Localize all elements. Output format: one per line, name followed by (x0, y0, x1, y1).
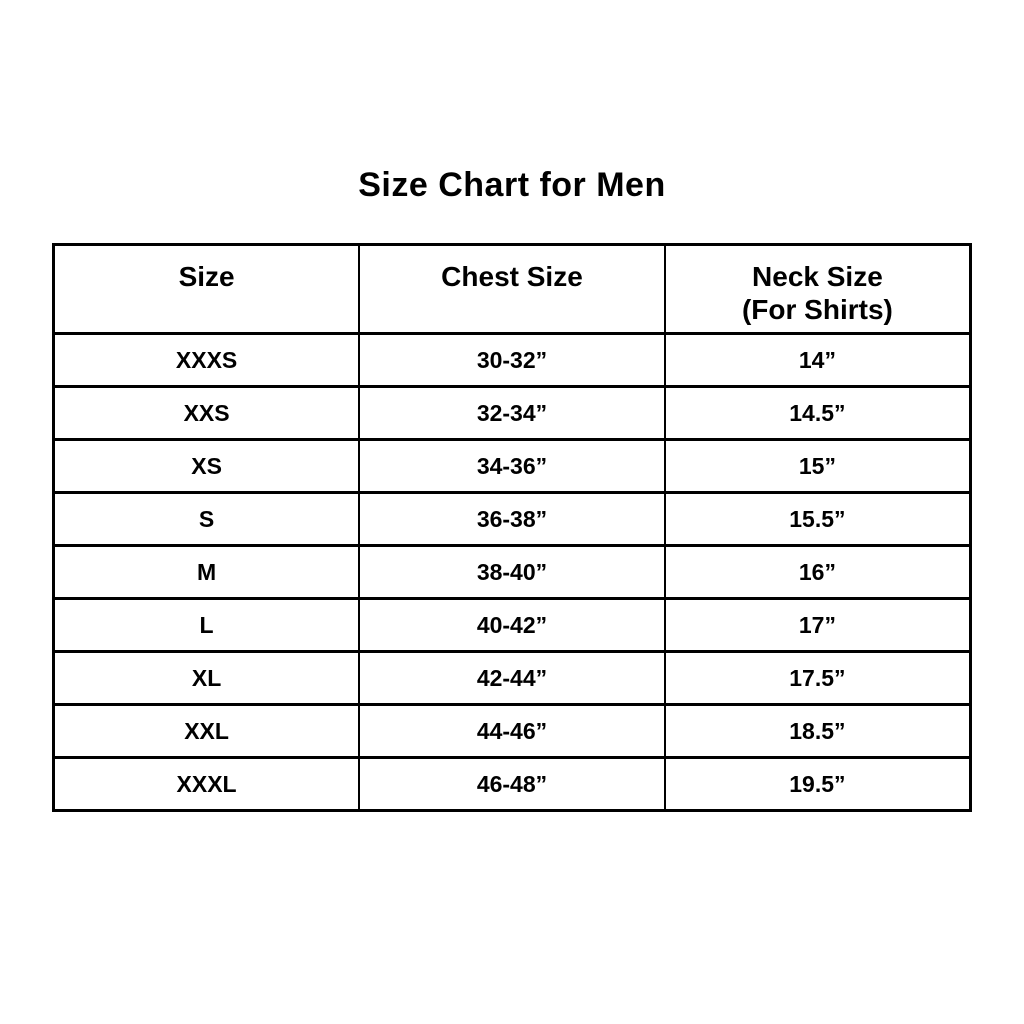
cell-size: XL (52, 650, 361, 706)
cell-chest: 32-34” (358, 385, 666, 441)
cell-neck: 18.5” (663, 703, 972, 759)
cell-neck: 16” (663, 544, 972, 600)
cell-chest: 36-38” (358, 491, 666, 547)
header-neck-size: Neck Size (For Shirts) (663, 243, 972, 335)
table-row: XXL 44-46” 18.5” (52, 703, 972, 759)
cell-chest: 30-32” (358, 332, 666, 388)
cell-size: XXL (52, 703, 361, 759)
cell-size: M (52, 544, 361, 600)
cell-size: XXXS (52, 332, 361, 388)
cell-size: S (52, 491, 361, 547)
cell-neck: 14” (663, 332, 972, 388)
cell-size: L (52, 597, 361, 653)
cell-neck: 17.5” (663, 650, 972, 706)
size-chart-table: Size Chest Size Neck Size (For Shirts) X… (52, 243, 972, 812)
header-row: Size Chest Size Neck Size (For Shirts) (52, 243, 972, 335)
cell-neck: 19.5” (663, 756, 972, 812)
cell-size: XXXL (52, 756, 361, 812)
table-row: M 38-40” 16” (52, 544, 972, 600)
table-row: S 36-38” 15.5” (52, 491, 972, 547)
table-row: L 40-42” 17” (52, 597, 972, 653)
cell-size: XS (52, 438, 361, 494)
header-chest-size: Chest Size (358, 243, 666, 335)
header-size: Size (52, 243, 361, 335)
table-row: XXXS 30-32” 14” (52, 332, 972, 388)
table-row: XL 42-44” 17.5” (52, 650, 972, 706)
cell-neck: 17” (663, 597, 972, 653)
table-row: XXXL 46-48” 19.5” (52, 756, 972, 812)
table-header: Size Chest Size Neck Size (For Shirts) (52, 243, 972, 335)
cell-chest: 42-44” (358, 650, 666, 706)
table-body: XXXS 30-32” 14” XXS 32-34” 14.5” XS 34-3… (52, 332, 972, 812)
header-neck-size-line2: (For Shirts) (741, 294, 893, 325)
cell-chest: 38-40” (358, 544, 666, 600)
cell-neck: 15” (663, 438, 972, 494)
cell-chest: 40-42” (358, 597, 666, 653)
page-title: Size Chart for Men (358, 166, 666, 204)
cell-chest: 34-36” (358, 438, 666, 494)
cell-size: XXS (52, 385, 361, 441)
cell-neck: 14.5” (663, 385, 972, 441)
table-row: XXS 32-34” 14.5” (52, 385, 972, 441)
cell-chest: 46-48” (358, 756, 666, 812)
table-row: XS 34-36” 15” (52, 438, 972, 494)
header-neck-size-line1: Neck Size (752, 261, 883, 292)
cell-neck: 15.5” (663, 491, 972, 547)
cell-chest: 44-46” (358, 703, 666, 759)
